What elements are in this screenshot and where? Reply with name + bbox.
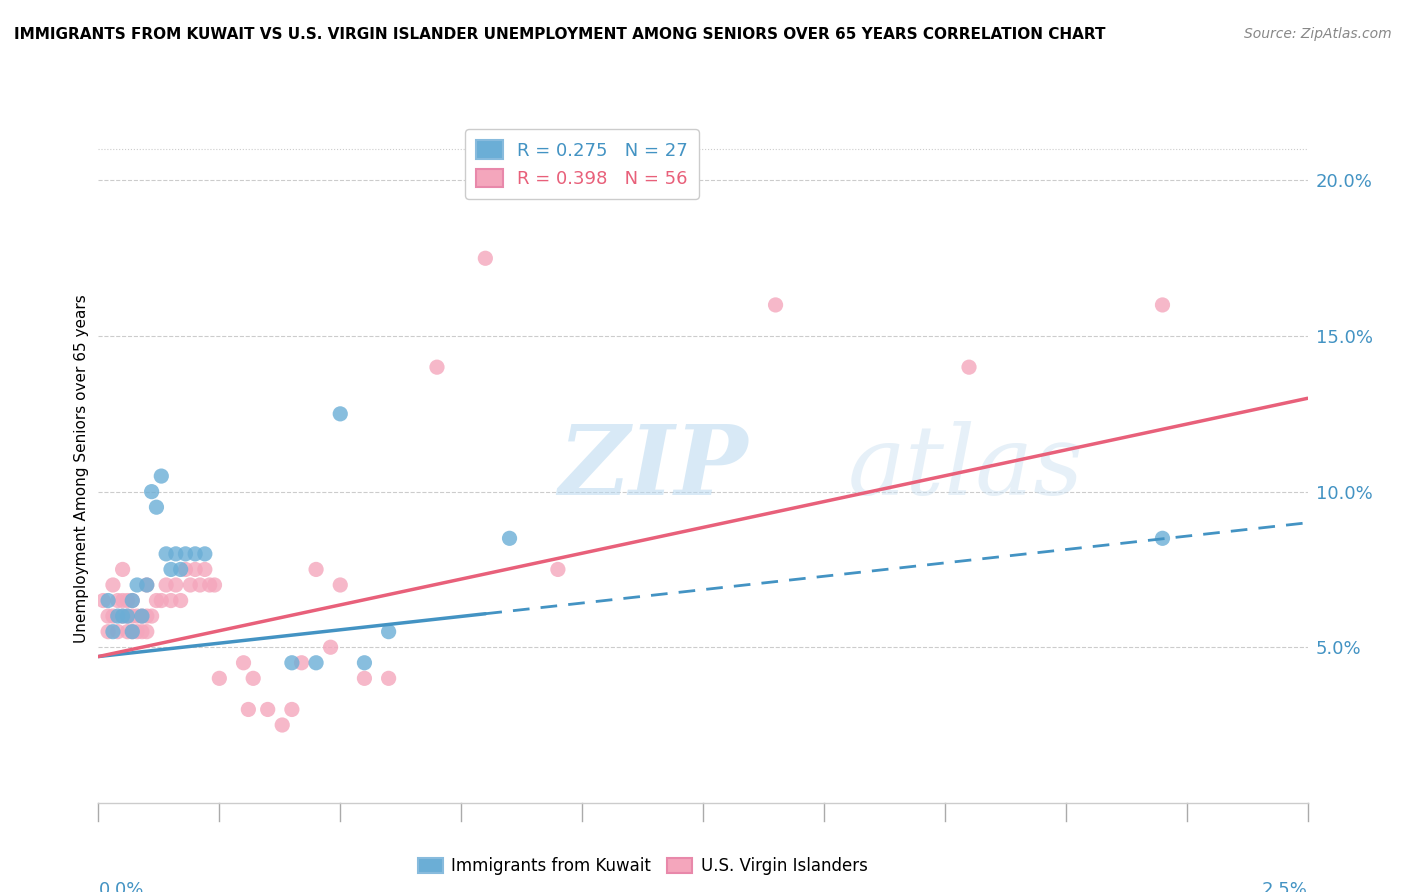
Point — [127, 578, 149, 592]
Point — [179, 578, 201, 592]
Point — [117, 624, 139, 639]
Point — [150, 469, 173, 483]
Point — [135, 578, 157, 592]
Point — [97, 609, 120, 624]
Point — [353, 656, 375, 670]
Point — [329, 407, 352, 421]
Point — [107, 593, 129, 607]
Point — [377, 624, 399, 639]
Text: Unemployment Among Seniors over 65 years: Unemployment Among Seniors over 65 years — [73, 294, 89, 642]
Point — [305, 656, 328, 670]
Point — [91, 593, 114, 607]
Point — [150, 593, 173, 607]
Text: ZIP: ZIP — [558, 421, 748, 516]
Point — [498, 531, 520, 545]
Point — [305, 562, 328, 576]
Point — [155, 547, 177, 561]
Point — [957, 360, 980, 375]
Point — [165, 578, 187, 592]
Point — [198, 578, 221, 592]
Point — [127, 609, 149, 624]
Point — [208, 671, 231, 685]
Point — [256, 702, 278, 716]
Point — [107, 609, 129, 624]
Point — [121, 593, 143, 607]
Point — [111, 609, 134, 624]
Point — [426, 360, 449, 375]
Point — [155, 578, 177, 592]
Point — [117, 593, 139, 607]
Point — [121, 624, 143, 639]
Point — [474, 252, 496, 266]
Point — [174, 547, 197, 561]
Point — [169, 562, 191, 576]
Point — [194, 562, 217, 576]
Point — [547, 562, 569, 576]
Point — [141, 484, 163, 499]
Point — [271, 718, 294, 732]
Point — [238, 702, 260, 716]
Text: 2.5%: 2.5% — [1261, 880, 1308, 892]
Point — [117, 609, 139, 624]
Point — [111, 593, 134, 607]
Point — [121, 609, 143, 624]
Point — [135, 609, 157, 624]
Point — [131, 609, 153, 624]
Point — [329, 578, 352, 592]
Point — [160, 593, 183, 607]
Point — [377, 671, 399, 685]
Point — [765, 298, 787, 312]
Point — [290, 656, 312, 670]
Point — [1152, 531, 1174, 545]
Point — [117, 609, 139, 624]
Point — [194, 547, 217, 561]
Point — [281, 656, 304, 670]
Point — [242, 671, 264, 685]
Point — [121, 593, 143, 607]
Point — [111, 609, 134, 624]
Point — [101, 578, 124, 592]
Point — [101, 624, 124, 639]
Point — [319, 640, 342, 655]
Legend: Immigrants from Kuwait, U.S. Virgin Islanders: Immigrants from Kuwait, U.S. Virgin Isla… — [411, 850, 875, 881]
Point — [131, 609, 153, 624]
Point — [101, 609, 124, 624]
Point — [174, 562, 197, 576]
Point — [184, 547, 207, 561]
Text: 0.0%: 0.0% — [98, 880, 143, 892]
Point — [135, 578, 157, 592]
Point — [97, 624, 120, 639]
Text: Source: ZipAtlas.com: Source: ZipAtlas.com — [1244, 27, 1392, 41]
Point — [145, 500, 167, 515]
Point — [107, 624, 129, 639]
Point — [184, 562, 207, 576]
Point — [232, 656, 254, 670]
Point — [97, 593, 120, 607]
Point — [127, 624, 149, 639]
Point — [169, 593, 191, 607]
Point — [111, 562, 134, 576]
Point — [165, 547, 187, 561]
Text: atlas: atlas — [848, 421, 1084, 516]
Point — [204, 578, 226, 592]
Text: IMMIGRANTS FROM KUWAIT VS U.S. VIRGIN ISLANDER UNEMPLOYMENT AMONG SENIORS OVER 6: IMMIGRANTS FROM KUWAIT VS U.S. VIRGIN IS… — [14, 27, 1105, 42]
Point — [353, 671, 375, 685]
Point — [141, 609, 163, 624]
Point — [281, 702, 304, 716]
Point — [121, 624, 143, 639]
Point — [145, 593, 167, 607]
Point — [135, 624, 157, 639]
Point — [1152, 298, 1174, 312]
Point — [188, 578, 211, 592]
Point — [131, 624, 153, 639]
Point — [160, 562, 183, 576]
